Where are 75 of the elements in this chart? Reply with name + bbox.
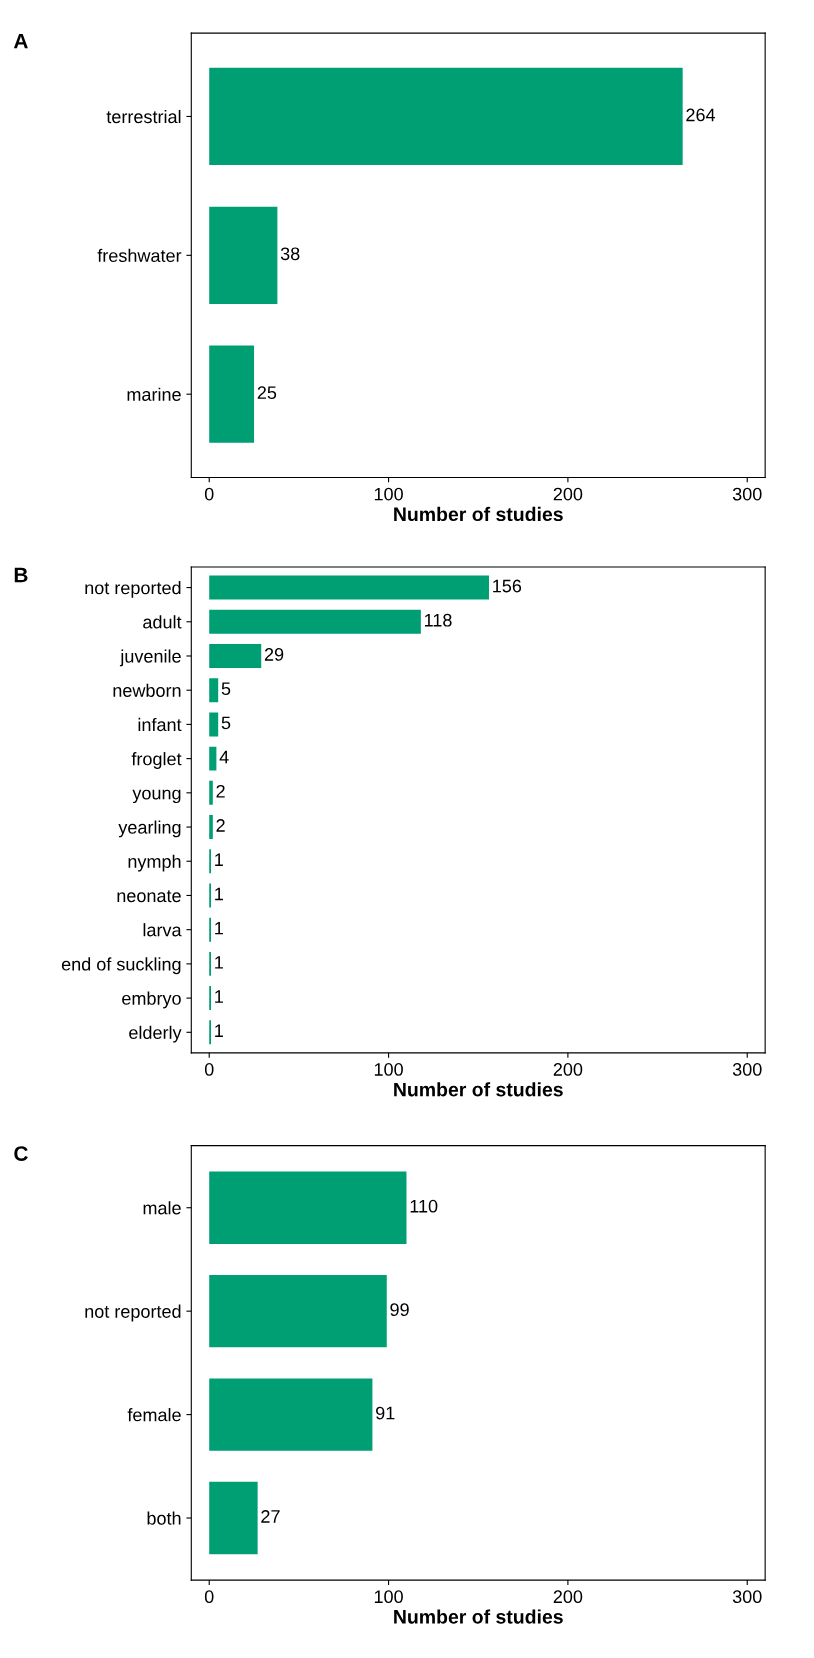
x-tick-label: 200 [553,1590,583,1604]
y-tick-label: yearling [118,820,181,838]
bar [209,609,421,634]
x-tick-label: 0 [204,1590,214,1604]
data-label: 2 [216,784,225,798]
data-label: 1 [215,853,223,866]
y-tick-label: embryo [122,991,181,1009]
x-tick-label: 200 [553,1063,583,1076]
text: C [14,1146,28,1161]
x-tick-label: 300 [732,487,762,501]
x-tick-label: 100 [374,487,403,501]
x-axis-title: Number of studies [394,1609,563,1624]
y-tick-label: larva [143,923,182,937]
data-label: 1 [215,990,223,1003]
y-tick-label: female [127,1408,181,1422]
bar [209,575,489,600]
y-tick-label: young [132,789,181,804]
bar [209,815,213,840]
x-tick-label: 100 [374,1590,403,1604]
bar [209,1378,373,1451]
y-tick-label: froglet [131,752,182,769]
bar [209,746,217,771]
data-label: 1 [215,956,223,969]
bar [209,1171,407,1244]
bar [209,644,262,668]
data-label: 4 [219,750,229,764]
data-label: 99 [390,1303,409,1317]
y-tick-label: neonate [117,890,181,903]
y-tick-label: freshwater [97,248,182,263]
data-label: 5 [221,716,231,730]
text: B [14,567,28,583]
y-tick-label: juvenile [119,649,181,667]
data-label: 25 [257,386,277,400]
x-tick-label: 0 [204,1063,214,1076]
y-tick-label: elderly [129,1025,182,1043]
data-label: 29 [264,648,284,661]
data-label: 2 [216,819,225,832]
data-label: 91 [376,1406,395,1420]
data-label: 27 [261,1510,280,1523]
x-axis-title: Number of studies [394,506,563,522]
y-tick-label: end of suckling [61,957,181,975]
y-tick-label: not reported [85,1304,181,1322]
y-tick-label: infant [138,717,182,732]
data-label: 118 [424,613,452,627]
data-label: 1 [215,1024,223,1037]
data-label: 38 [280,247,300,261]
y-tick-label: male [143,1201,181,1215]
bar [209,780,213,805]
y-tick-label: newborn [113,683,181,697]
x-tick-label: 100 [374,1063,403,1076]
bar [209,712,219,737]
y-tick-label: marine [127,387,181,401]
x-tick-label: 300 [732,1590,762,1604]
data-label: 1 [215,921,223,935]
data-label: 156 [493,579,522,593]
y-tick-label: both [147,1511,181,1525]
y-tick-label: not reported [85,581,181,598]
x-tick-label: 300 [732,1063,762,1076]
data-label: 1 [215,887,223,901]
text: A [13,33,28,49]
bar [209,345,255,443]
data-label: 264 [686,108,716,122]
x-axis-title: Number of studies [394,1082,563,1097]
data-label: 5 [221,682,231,696]
bar [209,206,278,304]
bar [209,678,219,703]
y-tick-label: adult [143,615,182,629]
data-label: 110 [410,1199,438,1213]
y-tick-label: nymph [128,854,181,872]
bar [209,1274,387,1348]
x-tick-label: 0 [204,487,214,501]
y-tick-label: terrestrial [106,109,181,124]
bar [209,1481,258,1555]
x-tick-label: 200 [553,487,583,501]
bar [209,67,683,166]
